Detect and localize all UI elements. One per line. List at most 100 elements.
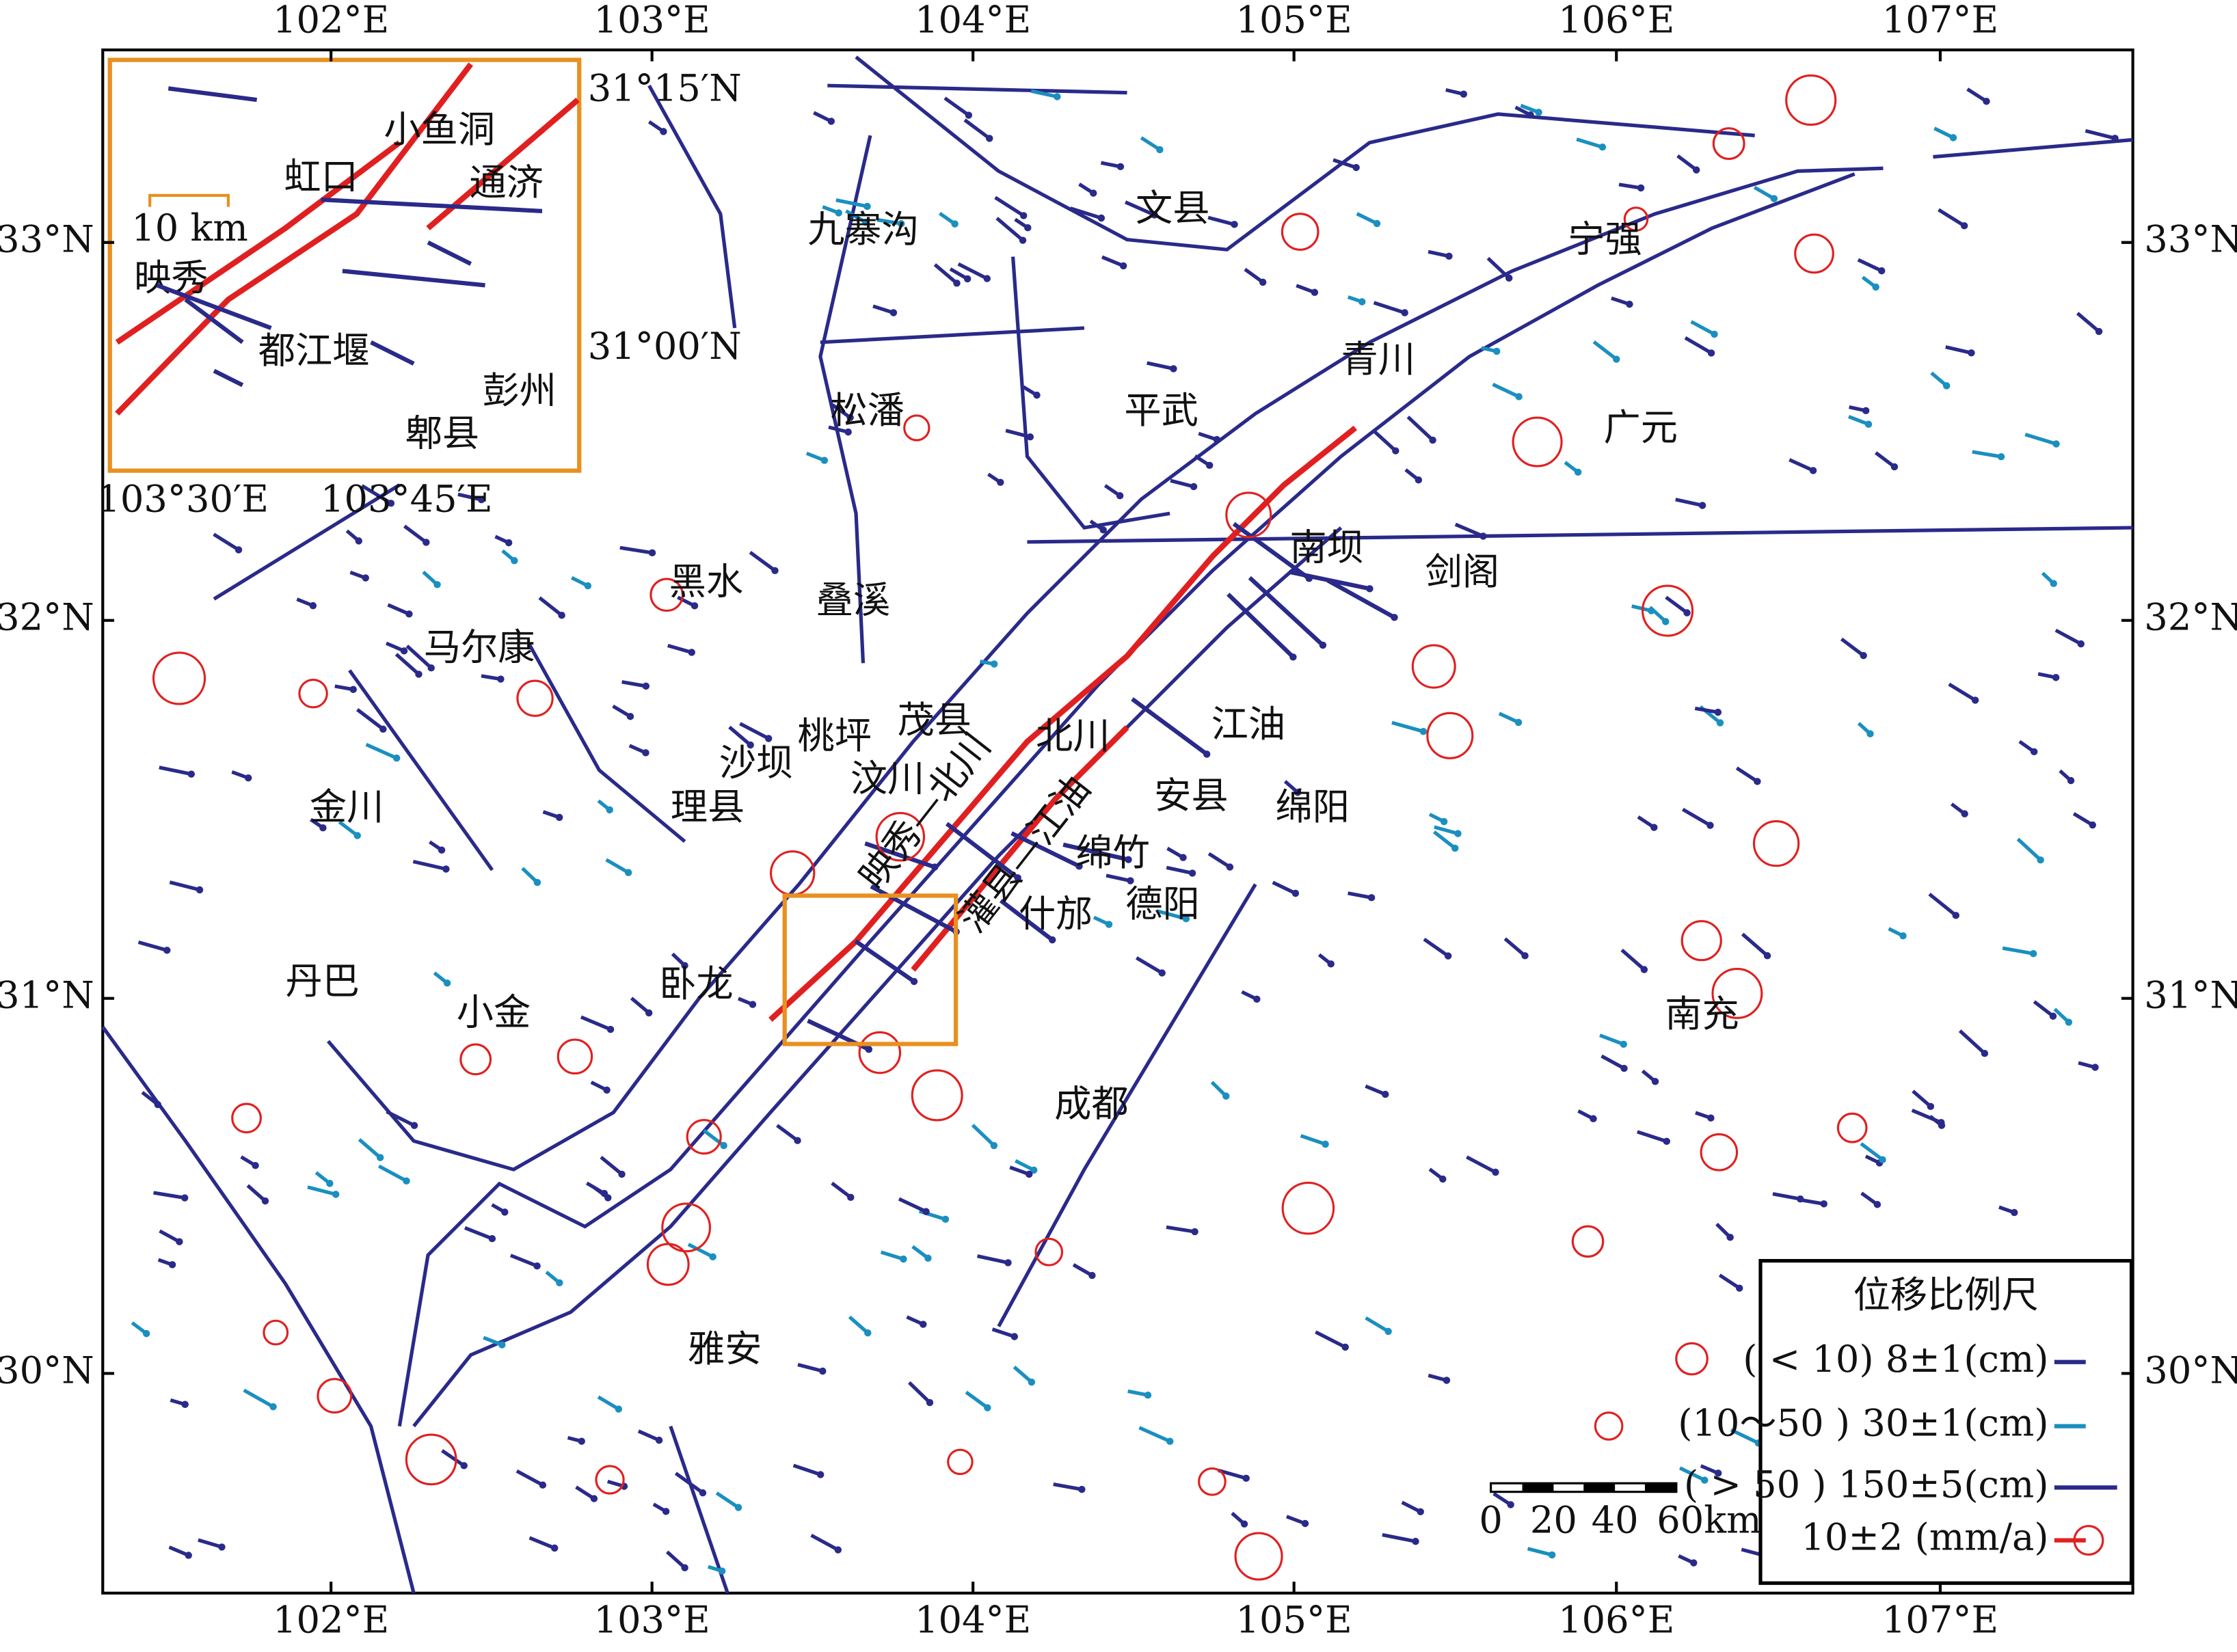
displacement-vector <box>1140 136 1161 152</box>
vector-tip <box>180 1194 189 1202</box>
scale-bar-seg <box>1522 1483 1554 1492</box>
inset-place-label: 郫县 <box>405 412 480 455</box>
vector-tip <box>963 275 972 283</box>
place-label: 北川 <box>1036 714 1110 757</box>
vector-tip <box>1341 1343 1349 1351</box>
vector-tip <box>1253 995 1261 1003</box>
inset-vector <box>427 240 472 266</box>
lon-label: 103°E <box>594 1599 710 1642</box>
displacement-vector <box>880 1250 905 1261</box>
vector-tip <box>1862 407 1870 415</box>
vector-tip <box>1648 607 1655 614</box>
error-ellipse <box>1623 206 1649 232</box>
vector-tip <box>1116 163 1125 171</box>
vector-tip <box>326 1180 334 1187</box>
vector-tip <box>392 754 401 762</box>
vector-tip <box>847 1193 855 1202</box>
vector-tip <box>1943 382 1951 390</box>
vector-tip <box>1301 1519 1309 1528</box>
displacement-vector <box>538 596 563 617</box>
displacement-vector <box>1857 258 1883 273</box>
displacement-vector <box>159 1229 180 1244</box>
vector-tip <box>1872 283 1879 291</box>
vector-tip <box>154 1100 162 1109</box>
place-label: 丹巴 <box>285 960 359 1003</box>
vector-tip <box>1019 212 1028 219</box>
displacement-vector <box>1248 576 1325 647</box>
place-label: 理县 <box>671 785 745 828</box>
vector-tip <box>922 1208 930 1215</box>
vector-tip <box>2030 748 2038 756</box>
vector-tip <box>1412 1537 1419 1545</box>
vector-tip <box>539 1481 547 1489</box>
vector-tip <box>1203 750 1211 758</box>
vector-tip <box>1726 1234 1734 1241</box>
vector-tip <box>1479 532 1487 540</box>
vector-tip <box>924 1254 932 1262</box>
displacement-vector <box>528 1536 556 1550</box>
inset-place-label: 映秀 <box>134 256 208 299</box>
inset-place-label: 都江堰 <box>258 329 370 372</box>
vector-tip <box>1417 1508 1424 1516</box>
vector-tip <box>1574 468 1582 476</box>
vector-tip <box>1097 214 1106 222</box>
vector-tip <box>926 1398 934 1407</box>
place-label: 江油 <box>1211 703 1286 746</box>
vector-tip <box>1366 585 1374 593</box>
inset-scale <box>148 193 230 207</box>
displacement-vector <box>1958 1029 1986 1055</box>
displacement-vector <box>792 1463 821 1476</box>
vector-tip <box>1391 614 1398 621</box>
displacement-vector <box>1138 1426 1171 1444</box>
displacement-vector <box>464 1226 493 1241</box>
legend-label: (10～50 ) 30±1(cm) <box>1678 1402 2048 1445</box>
vector-tip <box>168 1261 176 1269</box>
vector-tip <box>771 567 779 574</box>
vector-tip <box>1698 502 1706 509</box>
vector-tip <box>688 649 695 656</box>
displacement-vector <box>1486 256 1511 280</box>
displacement-vector <box>1013 1366 1033 1384</box>
displacement-vector <box>1232 522 1311 580</box>
vector-tip <box>1981 1050 1989 1057</box>
displacement-vector <box>1010 831 1080 869</box>
displacement-vector <box>957 262 988 280</box>
displacement-vector <box>2072 812 2094 827</box>
lon-label: 106°E <box>1558 1599 1674 1642</box>
place-label: 九寨沟 <box>807 208 919 251</box>
displacement-vector <box>361 484 392 505</box>
vector-tip <box>990 1141 998 1150</box>
displacement-vector <box>153 1191 185 1200</box>
vector-tip <box>1714 1470 1722 1477</box>
vector-tip <box>691 602 699 610</box>
vector-tip <box>681 1564 688 1571</box>
vector-tip <box>185 1552 192 1559</box>
displacement-vector <box>637 1429 660 1442</box>
vector-tip <box>1358 298 1366 306</box>
displacement-vector <box>365 742 398 760</box>
fault <box>412 526 1343 1428</box>
inset-locator <box>782 893 959 1046</box>
vector-tip <box>827 118 835 125</box>
vector-tip <box>498 1341 506 1349</box>
error-ellipse <box>1281 213 1320 251</box>
lon-label: 104°E <box>915 0 1031 41</box>
vector-tip <box>269 1403 277 1411</box>
inset-vector <box>156 283 272 330</box>
displacement-vector <box>674 1472 704 1495</box>
displacement-vector <box>876 217 902 226</box>
displacement-vector <box>999 899 1054 942</box>
inset-vector <box>342 269 485 288</box>
displacement-vector <box>1928 893 1957 917</box>
vector-tip <box>1028 1378 1036 1386</box>
displacement-vector <box>1789 458 1814 472</box>
vector-tip <box>997 478 1004 486</box>
vector-tip <box>624 869 632 876</box>
displacement-vector <box>2085 128 2116 140</box>
error-ellipse <box>1785 74 1837 126</box>
displacement-vector <box>1741 932 1769 958</box>
displacement-vector <box>159 766 192 776</box>
displacement-vector <box>1207 215 1235 226</box>
error-ellipse <box>858 1031 902 1074</box>
vector-tip <box>1716 719 1724 727</box>
